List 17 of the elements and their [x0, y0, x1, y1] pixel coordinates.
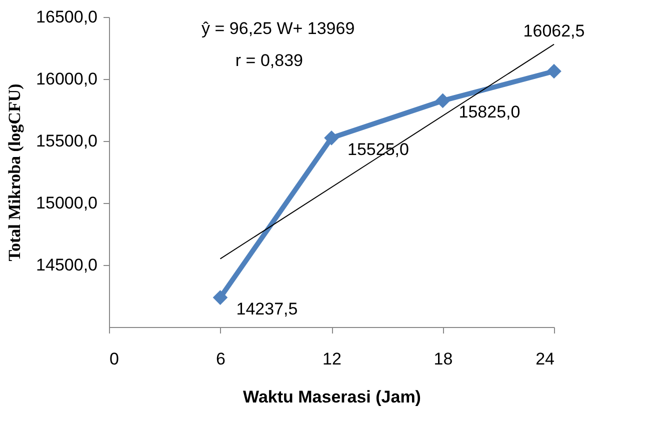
y-tick-label: 15500,0: [36, 132, 98, 150]
y-axis-title: Total Mikroba (logCFU): [5, 84, 24, 262]
x-tick-label: 18: [434, 350, 453, 368]
annotation: ŷ = 96,25 W+ 13969: [202, 19, 355, 38]
x-tick-label: 0: [110, 350, 119, 368]
data-label: 16062,5: [523, 21, 585, 40]
y-tick-label: 16000,0: [36, 70, 98, 88]
y-tick-label: 16500,0: [36, 8, 98, 26]
x-tick-label: 24: [536, 350, 554, 368]
x-tick-label: 6: [216, 350, 226, 368]
x-axis-title: Waktu Maserasi (Jam): [243, 388, 421, 406]
x-tick-label: 12: [322, 350, 342, 368]
data-label: 15825,0: [458, 102, 520, 122]
data-label: 14237,5: [236, 300, 298, 319]
y-tick-label: 14500,0: [36, 256, 98, 274]
annotation: r = 0,839: [235, 51, 303, 70]
y-tick-label: 15000,0: [36, 194, 98, 212]
